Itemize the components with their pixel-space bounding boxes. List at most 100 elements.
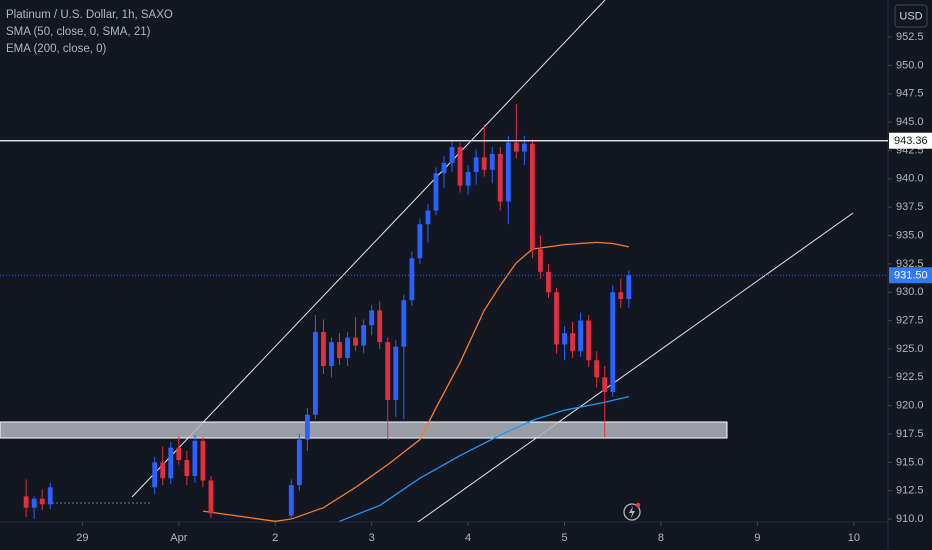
x-tick-label: 2 <box>272 532 278 544</box>
candle-body <box>425 210 431 225</box>
candle-body <box>208 480 214 514</box>
candle-body <box>377 310 383 343</box>
candle-body <box>409 258 415 301</box>
candle-body <box>23 496 29 508</box>
y-tick-label: 950.0 <box>896 59 924 71</box>
x-tick-label: 29 <box>76 532 88 544</box>
level-label-box <box>889 132 932 149</box>
candle-body <box>465 172 471 186</box>
y-tick-label: 932.5 <box>896 258 924 270</box>
y-tick-label: 937.5 <box>896 201 924 213</box>
y-tick-label: 940.0 <box>896 173 924 185</box>
candle-body <box>361 325 367 346</box>
candle-body <box>497 153 503 202</box>
candle-body <box>441 162 447 174</box>
x-tick-label: 3 <box>369 532 375 544</box>
x-tick-label: Apr <box>170 532 187 544</box>
candle-body <box>433 173 439 211</box>
candle-body <box>168 447 174 479</box>
candle-body <box>160 462 166 479</box>
x-tick-label: 4 <box>465 532 471 544</box>
y-tick-label: 922.5 <box>896 371 924 383</box>
candle-body <box>562 333 567 345</box>
candle-body <box>489 153 495 170</box>
y-tick-label: 935.0 <box>896 229 924 241</box>
candle-body <box>393 346 399 400</box>
candle-body <box>554 292 559 345</box>
currency-label[interactable]: USD <box>899 10 922 22</box>
candle-body <box>39 498 45 505</box>
trend-line <box>417 212 854 522</box>
y-tick-label: 925.0 <box>896 343 924 355</box>
y-tick-label: 952.5 <box>896 31 924 43</box>
legend-entry: SMA (50, close, 0, SMA, 21) <box>6 26 151 38</box>
last-price-label: 931.50 <box>894 270 928 282</box>
y-tick-label: 947.5 <box>896 88 924 100</box>
candle-body <box>192 440 198 476</box>
candle-body <box>369 310 375 326</box>
candle-body <box>529 143 535 250</box>
currency-button[interactable] <box>894 4 928 28</box>
x-tick-label: 10 <box>848 532 860 544</box>
chart-title: Platinum / U.S. Dollar, 1h, SAXO <box>6 9 173 21</box>
x-tick-label: 5 <box>561 532 567 544</box>
candle-body <box>176 447 182 461</box>
candle-body <box>304 414 310 440</box>
candle-body <box>570 333 575 352</box>
candle-body <box>602 377 608 393</box>
x-tick-label: 9 <box>754 532 760 544</box>
axes: 910.0 912.5 915.0 917.5 920.0 922.5 925.0 927.5… <box>76 31 932 544</box>
candle-body <box>626 275 632 300</box>
candle-body <box>385 342 391 400</box>
candle-body <box>594 360 600 378</box>
candle-body <box>546 271 551 293</box>
candle-body <box>505 142 511 202</box>
y-tick-label: 910.0 <box>896 513 924 525</box>
candle-body <box>184 460 190 476</box>
candle-body <box>288 485 294 516</box>
candle-body <box>586 320 592 361</box>
candle-body <box>296 439 302 486</box>
candle-body <box>521 143 527 152</box>
y-tick-label: 917.5 <box>896 428 924 440</box>
candle-body <box>152 462 158 488</box>
candle-body <box>610 292 616 393</box>
drawings <box>0 0 854 522</box>
indicator-line <box>202 241 629 522</box>
legend: Platinum / U.S. Dollar, 1h, SAXO SMA (50… <box>6 9 173 55</box>
candle-body <box>449 147 455 163</box>
indicator-line <box>339 395 629 522</box>
candle-body <box>618 292 624 300</box>
candle-body <box>345 337 350 359</box>
trend-line <box>131 0 606 498</box>
last-price-box <box>889 267 932 284</box>
level-label: 943.36 <box>894 135 928 147</box>
support-zone <box>0 421 728 439</box>
x-tick-label: 8 <box>658 532 664 544</box>
candle-body <box>538 249 543 272</box>
y-tick-label: 945.0 <box>896 116 924 128</box>
y-tick-label: 912.5 <box>896 485 924 497</box>
candle-body <box>401 300 407 347</box>
candle-body <box>513 142 519 152</box>
y-tick-label: 930.0 <box>896 286 924 298</box>
candle-body <box>200 440 206 481</box>
candle-body <box>578 320 584 352</box>
y-tick-label: 920.0 <box>896 400 924 412</box>
candle-body <box>321 331 326 366</box>
candle-body <box>47 487 53 505</box>
plot <box>0 103 888 522</box>
candle-body <box>353 337 359 346</box>
candle-body <box>31 498 37 508</box>
candle-body <box>313 331 318 415</box>
candle-body <box>329 342 334 366</box>
legend-entry: EMA (200, close, 0) <box>6 43 107 55</box>
candle-body <box>417 224 423 259</box>
candle-body <box>481 157 487 170</box>
candle-body <box>457 147 463 186</box>
y-tick-label: 915.0 <box>896 456 924 468</box>
candle-body <box>473 157 479 173</box>
y-tick-label: 927.5 <box>896 315 924 327</box>
